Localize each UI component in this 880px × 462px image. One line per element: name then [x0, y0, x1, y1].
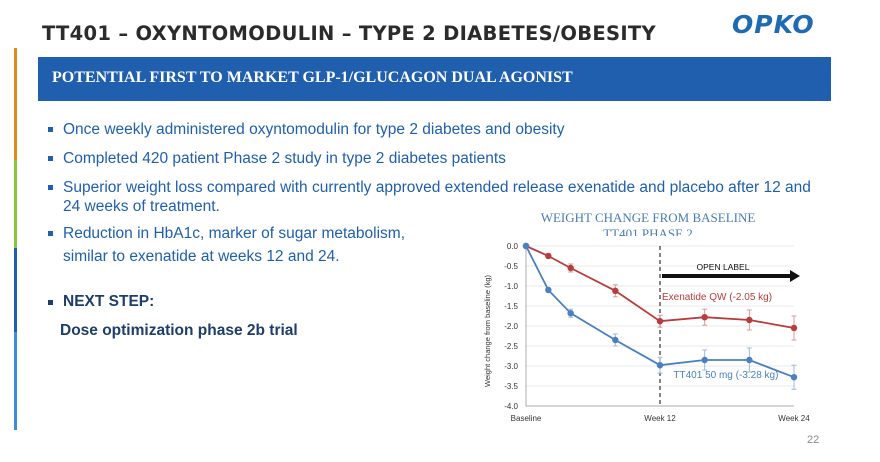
tt401-series — [522, 242, 798, 390]
bullet-text: Once weekly administered oxyntomodulin f… — [63, 121, 565, 138]
banner: POTENTIAL FIRST TO MARKET GLP-1/GLUCAGON… — [38, 57, 831, 101]
y-tick-label: 0.0 — [507, 242, 519, 251]
banner-text: POTENTIAL FIRST TO MARKET GLP-1/GLUCAGON… — [52, 69, 573, 86]
bullet-text: Superior weight loss compared with curre… — [63, 179, 811, 215]
bullet-text: Completed 420 patient Phase 2 study in t… — [63, 150, 506, 167]
data-point — [701, 314, 708, 321]
data-point — [746, 356, 753, 364]
side-bar-blue — [14, 248, 17, 332]
y-tick-label: -3.5 — [504, 382, 518, 391]
data-point — [612, 336, 619, 344]
bullet-square-icon — [48, 231, 53, 236]
exenatide-series — [522, 242, 798, 341]
chart-title: WEIGHT CHANGE FROM BASELINE — [540, 210, 756, 225]
series-line — [525, 245, 795, 379]
bullet-square-icon — [48, 300, 53, 305]
y-tick-label: -2.5 — [504, 342, 518, 351]
side-bar-green — [14, 160, 17, 248]
y-tick-label: -4.0 — [504, 402, 518, 411]
bullet-text: Reduction in HbA1c, marker of sugar meta… — [63, 225, 406, 265]
y-tick-label: -3.0 — [504, 362, 518, 371]
data-point — [567, 310, 574, 317]
data-point — [545, 252, 552, 260]
exenatide-label: Exenatide QW (-2.05 kg) — [662, 292, 772, 303]
x-tick-label: Week 24 — [778, 414, 810, 423]
side-bar-lightblue — [14, 332, 17, 430]
open-label-text: OPEN LABEL — [697, 262, 750, 272]
data-point — [612, 287, 619, 294]
y-tick-label: -2.0 — [504, 322, 518, 331]
y-tick-label: -1.5 — [504, 302, 518, 311]
page-number: 22 — [807, 434, 820, 446]
next-step-detail: Dose optimization phase 2b trial — [60, 322, 298, 339]
next-step: NEXT STEP: — [48, 293, 154, 311]
series-line — [525, 245, 795, 329]
side-bar-orange — [14, 48, 17, 160]
arrow-head-icon — [790, 270, 800, 282]
x-tick-label: Week 12 — [644, 414, 676, 423]
data-point — [656, 318, 664, 325]
x-tick-label: Baseline — [511, 414, 542, 423]
y-axis-label: Weight change from baseline (kg) — [483, 275, 492, 388]
bullet-item: Once weekly administered oxyntomodulin f… — [48, 120, 808, 139]
slide-title: TT401 – OXYNTOMODULIN – TYPE 2 DIABETES/… — [42, 22, 656, 45]
data-point — [545, 286, 552, 294]
bullet-item: Reduction in HbA1c, marker of sugar meta… — [48, 222, 448, 268]
bullet-item: Completed 420 patient Phase 2 study in t… — [48, 149, 808, 168]
data-point — [790, 324, 798, 332]
next-step-label: NEXT STEP: — [63, 293, 155, 310]
bullet-square-icon — [48, 185, 53, 190]
data-point — [790, 374, 798, 381]
y-tick-label: -1.0 — [504, 282, 518, 291]
weight-change-chart: 0.0 -0.5 -1.0 -1.5 -2.0 -2.5 -3.0 -3.5 -4.0 Base… — [476, 236, 820, 428]
tt401-label: TT401 50 mg (-3.28 kg) — [673, 370, 778, 381]
data-point — [701, 356, 708, 364]
data-point — [656, 362, 664, 369]
data-point — [567, 264, 574, 272]
data-point — [522, 242, 530, 250]
y-tick-label: -0.5 — [504, 262, 518, 271]
chart-background — [476, 236, 820, 428]
bullet-square-icon — [48, 156, 53, 161]
bullet-item: Superior weight loss compared with curre… — [48, 178, 818, 216]
opko-logo: OPKO — [732, 10, 815, 39]
data-point — [746, 316, 753, 324]
bullet-square-icon — [48, 127, 53, 132]
